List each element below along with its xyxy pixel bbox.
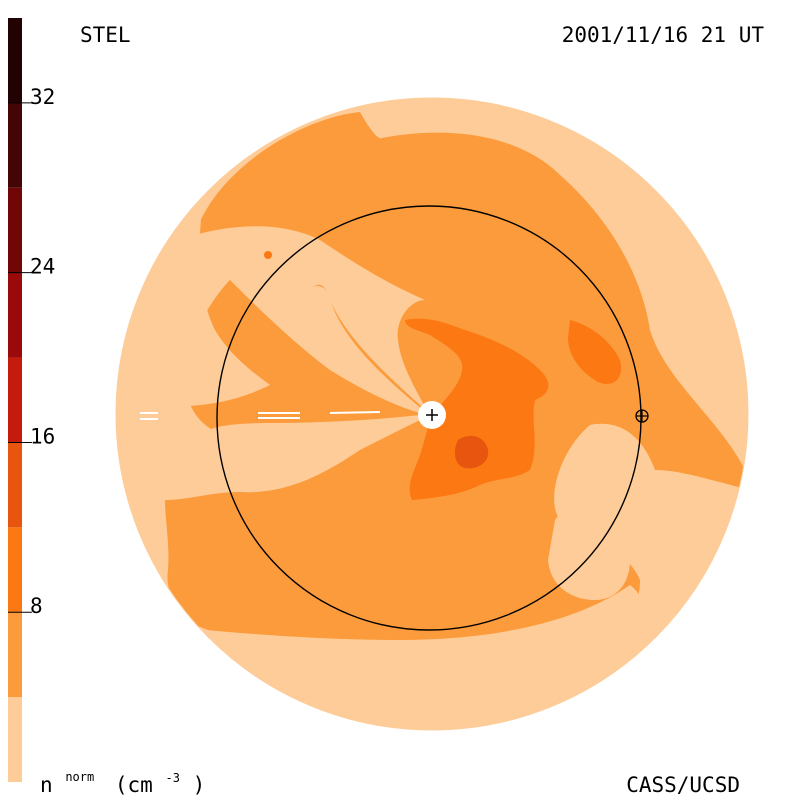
colorbar-band-4 — [8, 357, 22, 443]
density-region-low-se — [548, 468, 630, 600]
colorbar-band-7 — [8, 102, 22, 188]
density-region-high — [405, 318, 549, 500]
quantity-symbol: n — [40, 773, 53, 797]
colorbar-band-8 — [8, 18, 22, 103]
sun-marker — [418, 401, 446, 429]
density-speck — [264, 251, 272, 259]
timestamp-label: 2001/11/16 21 UT — [562, 23, 765, 47]
unit-open: (cm — [115, 773, 153, 797]
unit-power: -3 — [165, 771, 179, 785]
quantity-label: n norm (cm -3 ) — [40, 762, 205, 797]
density-region-low-wedge-lower — [205, 414, 428, 449]
colorbar-band-6 — [8, 187, 22, 273]
colorbar-tick-label: 8 — [30, 594, 43, 618]
density-region-peak — [454, 435, 489, 469]
colorbar-ticks: 8 16 24 32 — [8, 85, 55, 618]
colorbar-band-3 — [8, 442, 22, 528]
colorbar-tick-label: 32 — [30, 85, 55, 109]
density-region-high-east — [568, 320, 622, 384]
colorbar-band-5 — [8, 272, 22, 358]
quantity-superscript: norm — [65, 770, 94, 784]
colorbar-band-0 — [8, 697, 22, 782]
colorbar-tick-label: 24 — [30, 255, 55, 279]
colorbar-band-2 — [8, 527, 22, 613]
data-gap-streaks — [140, 411, 381, 420]
earth-orbit-ring — [216, 205, 642, 631]
earth-marker — [635, 409, 649, 423]
colorbar-tick-label: 16 — [30, 424, 55, 448]
density-region-low-wedge-upper — [302, 285, 428, 414]
observatory-label: STEL — [80, 23, 131, 47]
unit-close: ) — [193, 773, 206, 797]
colorbar — [8, 18, 22, 782]
colorbar-band-1 — [8, 612, 22, 698]
map-disk-edge — [115, 97, 749, 731]
credit-label: CASS/UCSD — [626, 773, 740, 797]
